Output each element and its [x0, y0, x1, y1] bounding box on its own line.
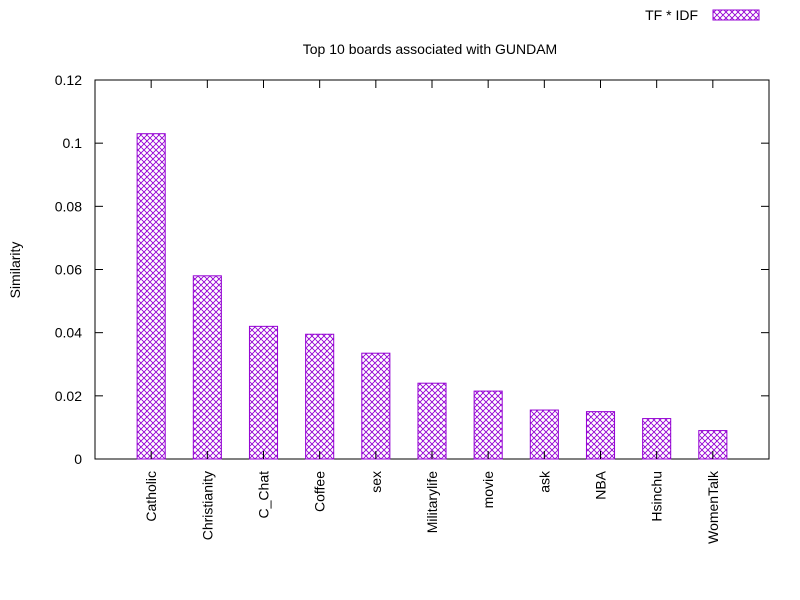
x-tick-label: Militarylife: [424, 471, 440, 533]
bar: [305, 333, 335, 460]
y-tick-label: 0: [74, 451, 82, 467]
x-tick-label: Christianity: [199, 471, 215, 540]
y-axis-ticks: 0 0.02 0.04 0.06 0.08 0.1 0.12: [55, 72, 769, 467]
x-tick-label: ask: [536, 470, 552, 493]
x-tick-label: Hsinchu: [649, 471, 665, 522]
y-axis-label: Similarity: [7, 242, 23, 299]
bar: [473, 390, 503, 460]
y-tick-label: 0.06: [55, 262, 82, 278]
x-tick-label: movie: [480, 471, 496, 509]
x-tick-label: WomenTalk: [705, 470, 721, 544]
bar: [585, 411, 616, 460]
legend: TF * IDF: [645, 7, 760, 23]
x-tick-label: Coffee: [312, 471, 328, 512]
bar: [248, 325, 279, 460]
x-axis-labels: Catholic Christianity C_Chat Coffee sex Milit…: [143, 80, 721, 544]
legend-label: TF * IDF: [645, 7, 698, 23]
y-tick-label: 0.04: [55, 325, 82, 341]
bar: [136, 133, 166, 460]
bar: [361, 352, 391, 460]
y-tick-label: 0.1: [63, 135, 83, 151]
y-tick-label: 0.08: [55, 198, 82, 214]
bars: [136, 133, 728, 460]
bar: [529, 409, 559, 460]
x-tick-label: Catholic: [143, 471, 159, 522]
legend-swatch: [712, 9, 760, 21]
x-tick-label: NBA: [593, 470, 609, 499]
x-tick-label: C_Chat: [256, 471, 272, 519]
x-tick-label: sex: [368, 471, 384, 493]
bar: [417, 382, 447, 460]
y-tick-label: 0.12: [55, 72, 82, 88]
bar: [192, 275, 222, 460]
y-tick-label: 0.02: [55, 388, 82, 404]
chart-title: Top 10 boards associated with GUNDAM: [303, 41, 557, 57]
